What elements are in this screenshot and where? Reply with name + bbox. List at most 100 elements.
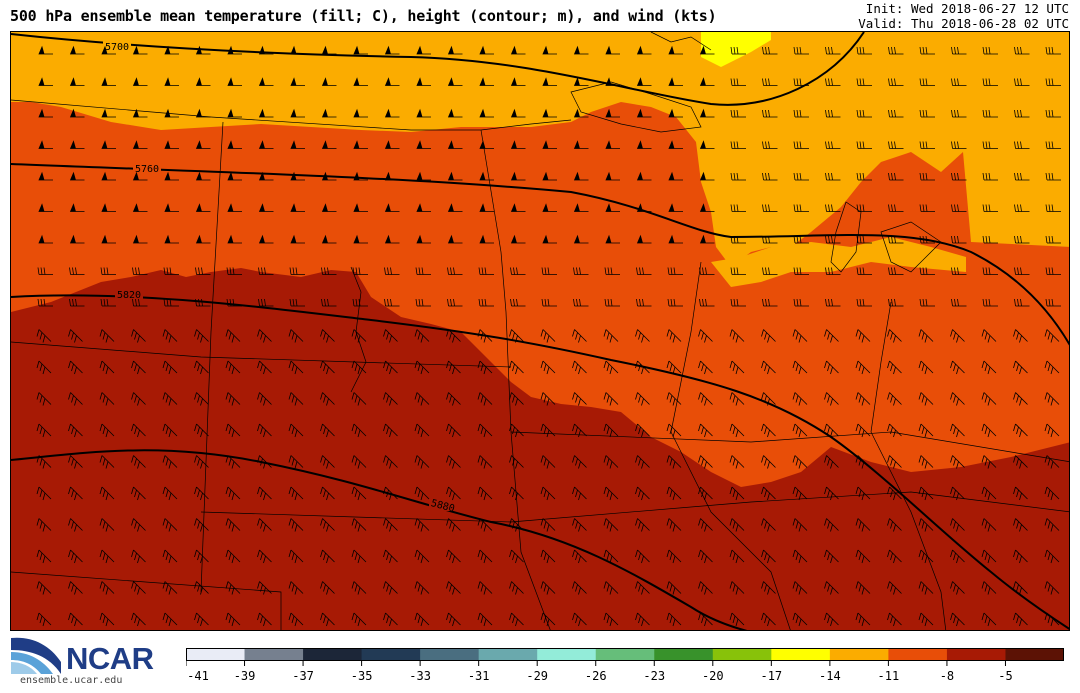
wind-barb: [132, 171, 148, 181]
valid-time: Valid: Thu 2018-06-28 02 UTC: [858, 16, 1069, 31]
wind-barb: [951, 204, 967, 212]
temperature-map: 5700 5760 5820 5880: [10, 31, 1070, 631]
wind-barb: [258, 140, 274, 149]
wind-barb: [383, 455, 398, 469]
wind-barb: [509, 455, 524, 469]
wind-barb: [1044, 581, 1060, 595]
wind-barb: [981, 518, 997, 532]
wind-barb: [415, 298, 431, 307]
wind-barb: [573, 108, 589, 118]
wind-barb: [194, 423, 209, 438]
wind-barb: [162, 518, 178, 532]
wind-barb: [99, 549, 115, 564]
wind-barb: [981, 612, 997, 627]
wind-barb: [351, 549, 367, 564]
wind-barb: [510, 77, 526, 86]
wind-barb: [635, 423, 650, 438]
wind-barb: [540, 549, 556, 564]
wind-barb: [226, 267, 242, 275]
wind-barb: [1044, 455, 1060, 469]
wind-barb: [194, 392, 209, 406]
colorbar-swatch: [244, 648, 304, 661]
temperature-colorbar: -41 -39 -37 -35 -33 -31 -29 -26 -23 -20 -17 -14 -11 -…: [186, 648, 1064, 683]
wind-barb: [950, 423, 965, 438]
wind-barb: [605, 234, 620, 244]
wind-barb: [855, 360, 871, 375]
wind-barb: [99, 392, 115, 406]
wind-barb: [321, 45, 337, 55]
wind-barb: [446, 392, 461, 406]
wind-barb: [1045, 141, 1061, 149]
wind-barb: [225, 581, 241, 595]
wind-barb: [730, 298, 746, 307]
fill-cool-region: [11, 32, 1069, 267]
wind-barb: [257, 392, 272, 406]
wind-barb: [225, 486, 241, 501]
wind-barb: [509, 549, 524, 564]
wind-barb: [257, 612, 272, 627]
wind-barb: [416, 45, 431, 55]
wind-barb: [99, 360, 115, 375]
wind-barb: [477, 549, 493, 564]
state-line-8: [510, 431, 1069, 463]
wind-barb: [258, 267, 274, 275]
wind-barb: [477, 581, 493, 595]
wind-barb: [383, 360, 398, 375]
wind-barb: [950, 392, 965, 406]
wind-barb: [573, 203, 589, 212]
wind-barb: [416, 108, 431, 118]
wind-barb: [1013, 329, 1028, 343]
wind-barb: [666, 329, 682, 343]
wind-barb: [919, 172, 935, 181]
wind-barb: [36, 581, 52, 595]
wind-barb: [101, 108, 116, 118]
wind-barb: [288, 329, 304, 343]
wind-barb: [446, 549, 461, 564]
wind-barb: [982, 267, 998, 275]
wind-barb: [321, 234, 337, 244]
wind-barb: [68, 581, 83, 595]
wind-barb: [793, 172, 809, 181]
wind-barb: [195, 171, 211, 181]
wind-barb: [793, 141, 809, 149]
wind-barb: [1013, 518, 1028, 532]
wind-barb: [982, 172, 998, 181]
wind-barb: [888, 298, 904, 307]
wind-barb: [1044, 486, 1060, 501]
wind-barb: [636, 203, 652, 212]
wind-barb: [320, 518, 335, 532]
wind-barb: [792, 423, 808, 438]
wind-barb: [887, 518, 902, 532]
wind-barb: [225, 455, 241, 469]
wind-barb: [164, 108, 179, 118]
wind-barb: [762, 172, 778, 181]
wind-barb: [981, 549, 997, 564]
fill-cold-patch: [701, 32, 771, 67]
wind-barb: [1044, 518, 1060, 532]
colorbar-tick-label: -8: [940, 669, 954, 683]
wind-barb: [162, 423, 178, 438]
wind-barb: [131, 455, 146, 469]
wind-barb: [225, 612, 241, 627]
wind-barb: [478, 267, 494, 275]
wind-barb: [416, 171, 431, 181]
wind-barb: [605, 108, 620, 118]
colorbar-swatch: [654, 648, 714, 661]
wind-barb: [163, 267, 179, 275]
wind-barb: [384, 171, 400, 181]
wind-barb: [99, 612, 115, 627]
wind-barb: [729, 455, 745, 469]
wind-barb: [856, 267, 872, 275]
wind-barb: [225, 392, 241, 406]
wind-barb: [351, 486, 367, 501]
wind-barb: [320, 392, 335, 406]
wind-barb: [384, 234, 400, 244]
contour-labels: 5700 5760 5820 5880: [103, 40, 457, 515]
wind-barb: [162, 486, 178, 501]
wind-barb: [288, 612, 304, 627]
wind-barb: [855, 612, 871, 627]
wind-barb: [1045, 298, 1061, 307]
wind-barb: [1014, 298, 1030, 307]
wind-barb: [447, 108, 463, 118]
wind-barb: [824, 612, 839, 627]
